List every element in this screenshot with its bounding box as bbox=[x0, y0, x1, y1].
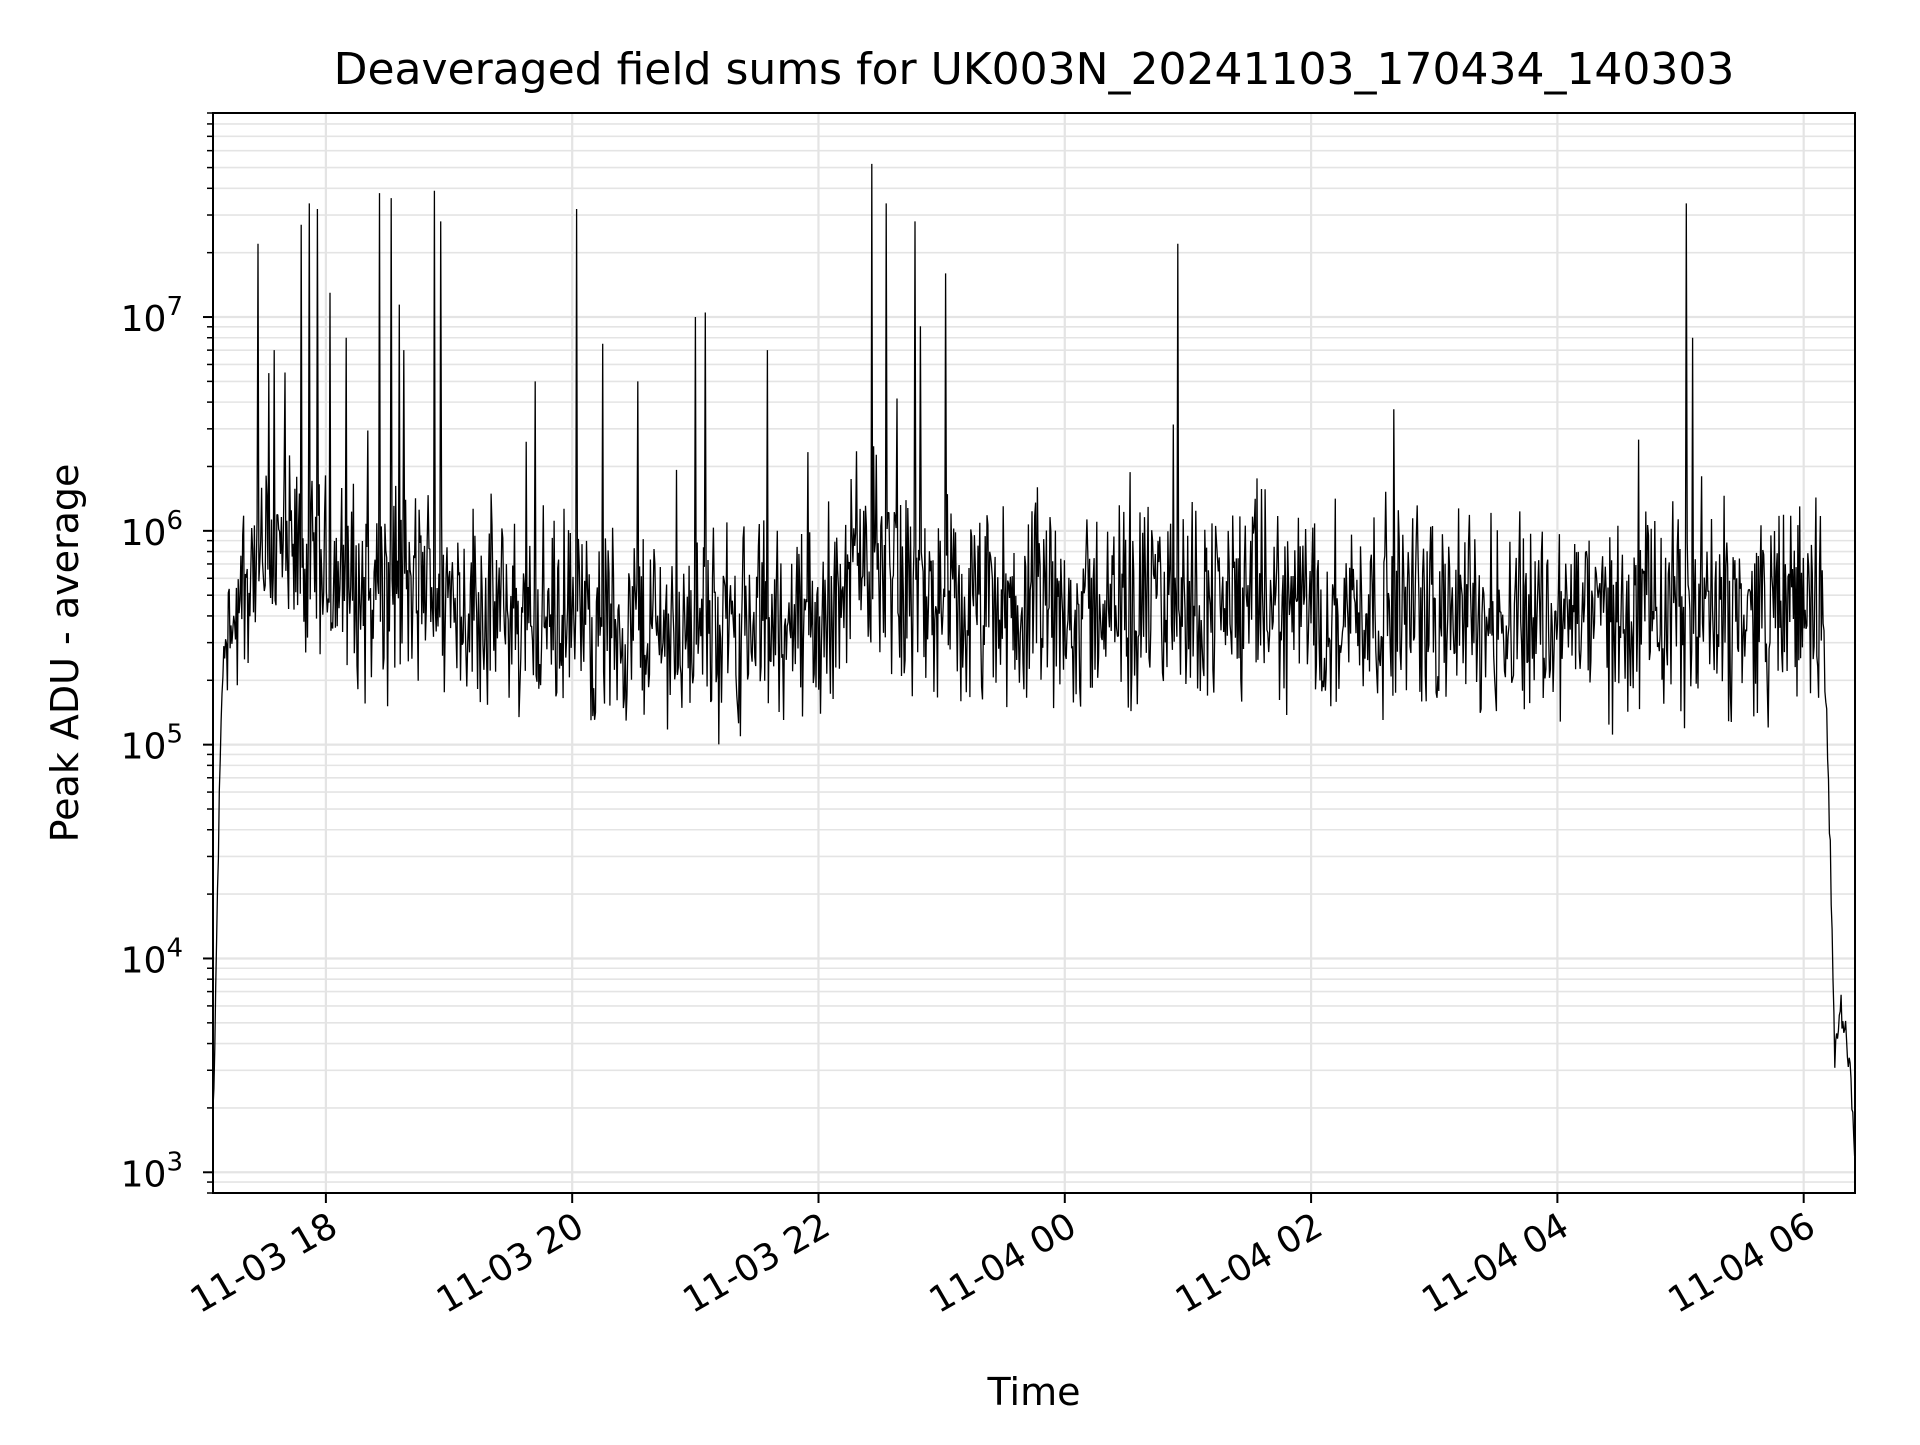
y-tick-label: 104 bbox=[121, 933, 183, 981]
plot-frame bbox=[212, 112, 1856, 1194]
data-layer bbox=[213, 163, 1855, 1157]
y-tick-label: 105 bbox=[121, 720, 183, 768]
x-axis-label: Time bbox=[987, 1370, 1081, 1414]
y-tick-label: 106 bbox=[121, 506, 183, 554]
series-line bbox=[213, 163, 1855, 1157]
y-axis-label: Peak ADU - average bbox=[43, 464, 87, 843]
y-tick-label: 103 bbox=[121, 1147, 183, 1195]
y-tick-label: 107 bbox=[121, 292, 183, 340]
chart-title: Deaveraged field sums for UK003N_2024110… bbox=[334, 44, 1735, 95]
